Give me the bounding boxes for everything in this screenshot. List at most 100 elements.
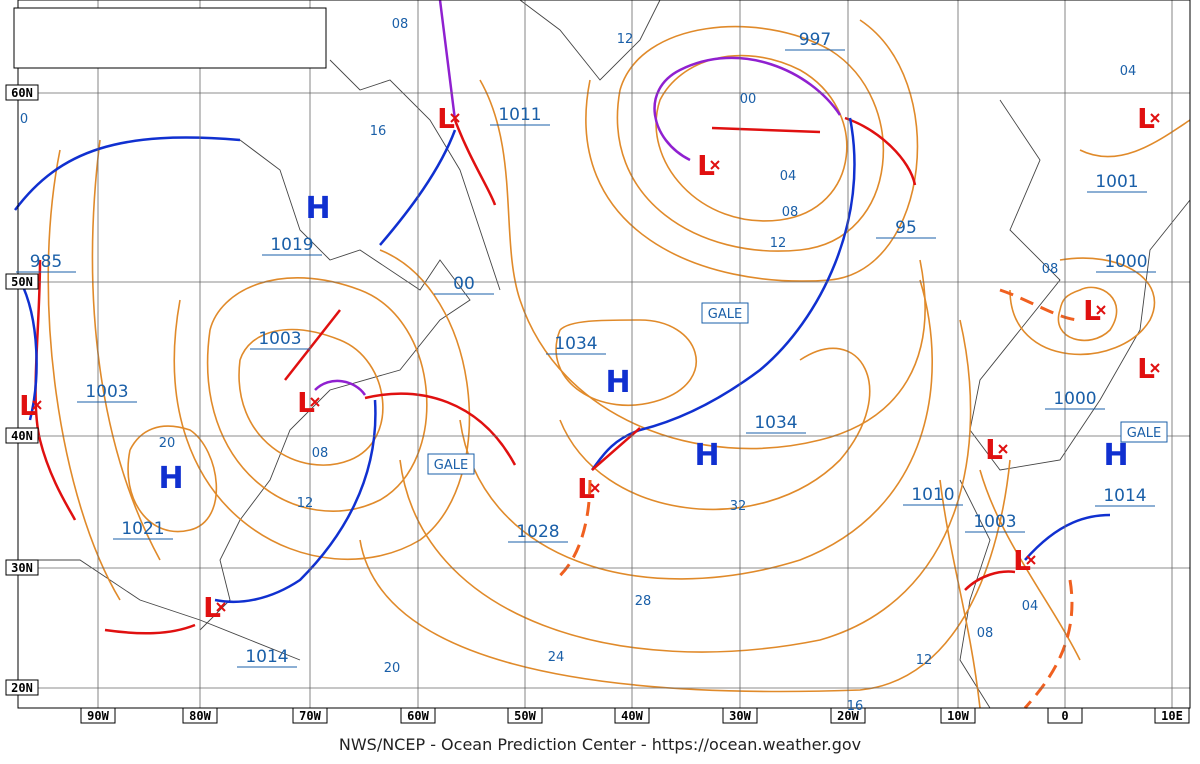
low-pressure: L bbox=[577, 472, 595, 505]
isobar-label: 20 bbox=[384, 661, 401, 676]
low-pressure: L bbox=[437, 102, 455, 135]
low-pressure: L bbox=[1083, 294, 1101, 327]
gale-box bbox=[701, 302, 749, 324]
isobar-label: 08 bbox=[977, 626, 994, 641]
low-center bbox=[710, 160, 720, 170]
lon-label-box bbox=[1047, 707, 1083, 724]
low-pressure: L bbox=[1013, 544, 1031, 577]
isobar-label: 16 bbox=[847, 699, 864, 714]
isobar-label: 08 bbox=[392, 17, 409, 32]
pressure-label: 1001 bbox=[1095, 172, 1138, 192]
low-pressure: L bbox=[203, 591, 221, 624]
pressure-label: 00 bbox=[453, 274, 475, 294]
high-pressure: H bbox=[158, 461, 183, 496]
low-center bbox=[590, 483, 600, 493]
isobar-label: 32 bbox=[730, 499, 747, 514]
isobar-label: 28 bbox=[635, 594, 652, 609]
isobar-label: 08 bbox=[1042, 262, 1059, 277]
lon-label: 50W bbox=[514, 709, 536, 723]
isobar-label: 00 bbox=[740, 92, 757, 107]
gale-box bbox=[427, 453, 475, 475]
low-center bbox=[32, 400, 42, 410]
lon-label-box bbox=[1154, 707, 1190, 724]
lon-label: 10W bbox=[947, 709, 969, 723]
lon-label-box bbox=[292, 707, 328, 724]
lat-label: 50N bbox=[11, 275, 33, 289]
low-pressure: L bbox=[985, 433, 1003, 466]
isobar-label: 08 bbox=[312, 446, 329, 461]
low-center bbox=[216, 602, 226, 612]
pressure-label: 1014 bbox=[1103, 486, 1146, 506]
pressure-label: 1010 bbox=[911, 485, 954, 505]
lon-label-box bbox=[940, 707, 976, 724]
lat-label-box bbox=[5, 273, 39, 290]
isobar-label: 12 bbox=[297, 496, 314, 511]
pressure-label: 997 bbox=[799, 30, 831, 50]
pressure-label: 1003 bbox=[85, 382, 128, 402]
pressure-label: 1034 bbox=[554, 334, 597, 354]
lon-label-box bbox=[80, 707, 116, 724]
isobar-label: 04 bbox=[1120, 64, 1137, 79]
low-center bbox=[310, 397, 320, 407]
low-center bbox=[1026, 555, 1036, 565]
high-pressure: H bbox=[305, 191, 330, 226]
lon-label-box bbox=[614, 707, 650, 724]
isobar-label: 04 bbox=[780, 169, 797, 184]
isobars bbox=[47, 19, 1191, 709]
low-pressure: L bbox=[297, 386, 315, 419]
header-box bbox=[13, 7, 327, 69]
pressure-label: 1021 bbox=[121, 519, 164, 539]
low-center bbox=[1150, 363, 1160, 373]
lon-label-box bbox=[722, 707, 758, 724]
pressure-label: 985 bbox=[30, 252, 62, 272]
map-frame bbox=[17, 0, 1191, 709]
isobar-label: 04 bbox=[1022, 599, 1039, 614]
lon-label: 0 bbox=[1061, 709, 1068, 723]
isobar-label: 24 bbox=[548, 650, 565, 665]
isobar-label: 12 bbox=[770, 236, 787, 251]
lon-label: 40W bbox=[621, 709, 643, 723]
high-pressure: H bbox=[605, 365, 630, 400]
lat-label-box bbox=[5, 84, 39, 101]
pressure-label: 1000 bbox=[1104, 252, 1147, 272]
low-pressure: L bbox=[19, 389, 37, 422]
lat-label: 20N bbox=[11, 681, 33, 695]
lon-label: 30W bbox=[729, 709, 751, 723]
lon-label-box bbox=[507, 707, 543, 724]
pressure-label: 1034 bbox=[754, 413, 797, 433]
isobar-label: 0 bbox=[20, 112, 28, 127]
low-pressure: L bbox=[697, 149, 715, 182]
footer: NWS/NCEP - Ocean Prediction Center - htt… bbox=[339, 735, 861, 754]
low-pressure: L bbox=[1137, 102, 1155, 135]
low-center bbox=[1096, 305, 1106, 315]
pressure-label: 1003 bbox=[973, 512, 1016, 532]
gale-label: GALE bbox=[434, 458, 468, 473]
pressure-label: 1028 bbox=[516, 522, 559, 542]
lat-label: 40N bbox=[11, 429, 33, 443]
gale-label: GALE bbox=[1127, 426, 1161, 441]
pressure-label: 1014 bbox=[245, 647, 288, 667]
isobar-label: 12 bbox=[916, 653, 933, 668]
low-center bbox=[1150, 113, 1160, 123]
pressure-label: 1000 bbox=[1053, 389, 1096, 409]
fronts bbox=[14, 0, 1111, 709]
high-pressure: H bbox=[1103, 438, 1128, 473]
pressure-label: 1003 bbox=[258, 329, 301, 349]
grid bbox=[17, 0, 1191, 709]
low-pressure: L bbox=[1137, 352, 1155, 385]
pressure-label: 1011 bbox=[498, 105, 541, 125]
lat-label: 60N bbox=[11, 86, 33, 100]
lon-label: 80W bbox=[189, 709, 211, 723]
lon-label: 90W bbox=[87, 709, 109, 723]
lon-label: 70W bbox=[299, 709, 321, 723]
pressure-label: 1019 bbox=[270, 235, 313, 255]
lon-label: 20W bbox=[837, 709, 859, 723]
lat-label-box bbox=[5, 679, 39, 696]
high-pressure: H bbox=[694, 438, 719, 473]
lon-label-box bbox=[400, 707, 436, 724]
lon-label-box bbox=[830, 707, 866, 724]
lat-label-box bbox=[5, 559, 39, 576]
low-center bbox=[450, 113, 460, 123]
